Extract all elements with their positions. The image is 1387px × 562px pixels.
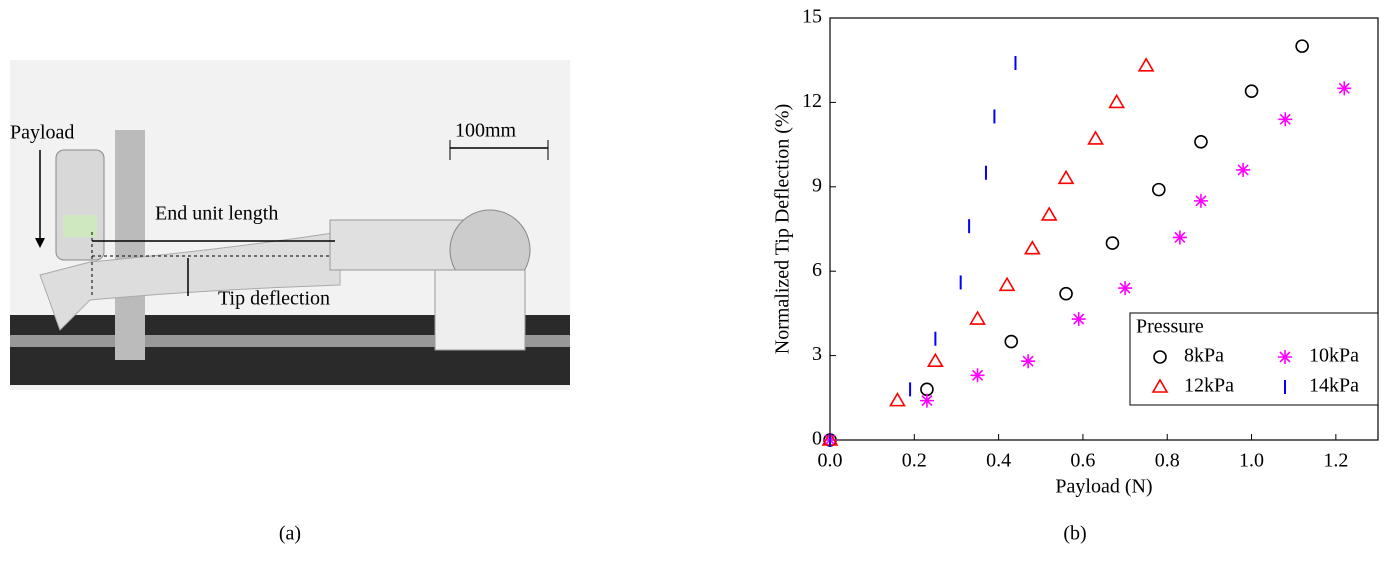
legend-label: 10kPa	[1309, 345, 1359, 367]
gauge-display	[63, 215, 97, 237]
data-point	[1057, 169, 1075, 185]
y-tick-label: 3	[812, 343, 822, 365]
data-point	[1278, 112, 1293, 127]
data-point	[1193, 193, 1208, 208]
x-tick-label: 0.0	[818, 450, 843, 472]
x-tick-label: 0.4	[986, 450, 1011, 472]
data-point	[889, 392, 906, 407]
y-tick-label: 0	[812, 428, 822, 450]
data-point	[920, 382, 934, 397]
x-tick-label: 1.0	[1239, 450, 1264, 472]
data-point	[998, 276, 1016, 292]
legend-box	[1129, 312, 1379, 406]
data-point	[1087, 130, 1104, 145]
tip-label: Tip deflection	[218, 288, 330, 310]
y-tick-label: 6	[812, 259, 822, 281]
plot-frame	[829, 17, 1379, 441]
data-point	[919, 393, 934, 408]
y-axis-label: Normalized Tip Deflection (%)	[772, 104, 794, 355]
legend-label: 8kPa	[1184, 345, 1224, 367]
y-tick-label: 9	[812, 174, 822, 196]
legend-label: 14kPa	[1309, 375, 1359, 397]
data-point	[1040, 206, 1058, 221]
payload-label: Payload	[10, 122, 74, 144]
y-tick-label: 15	[802, 6, 822, 28]
photo: Payload End unit length Tip deflection 1…	[10, 60, 570, 545]
data-point	[1194, 134, 1208, 149]
data-point	[1071, 312, 1086, 327]
end-unit-label: End unit length	[155, 203, 278, 225]
data-point	[1105, 236, 1120, 250]
data-point	[1244, 84, 1259, 98]
x-axis-label: Payload (N)	[1055, 476, 1152, 498]
force-gauge	[55, 149, 105, 261]
legend-marker	[1278, 350, 1292, 364]
data-point	[1108, 93, 1126, 109]
data-point	[1295, 39, 1309, 53]
rail	[10, 335, 570, 347]
legend-marker	[1151, 378, 1169, 393]
end-unit	[329, 219, 471, 271]
soft-actuator	[39, 231, 341, 331]
stand	[115, 130, 145, 360]
x-tick-label: 0.6	[1070, 450, 1095, 472]
data-point	[1021, 354, 1036, 369]
data-point	[1023, 240, 1041, 255]
scale-label: 100mm	[455, 120, 517, 142]
y-tick-label: 12	[802, 90, 822, 112]
data-point	[970, 368, 985, 383]
arrow-head	[35, 238, 45, 248]
caption: (a)	[279, 523, 301, 545]
x-tick-label: 0.8	[1155, 450, 1180, 472]
data-point	[1172, 230, 1187, 245]
legend-label: 12kPa	[1184, 375, 1234, 397]
data-point	[1152, 182, 1166, 197]
data-point	[1059, 286, 1073, 301]
data-point	[1236, 162, 1251, 177]
legend-marker	[1153, 350, 1167, 364]
data-point	[1137, 57, 1155, 72]
x-tick-label: 1.2	[1323, 450, 1348, 472]
data-point	[1118, 281, 1133, 296]
data-point	[926, 352, 944, 368]
x-tick-label: 0.2	[902, 450, 927, 472]
data-point	[969, 310, 986, 325]
mount	[434, 269, 526, 351]
caption: (b)	[1063, 523, 1086, 545]
data-point	[1004, 334, 1019, 349]
data-point	[1337, 81, 1352, 96]
legend-title: Pressure	[1136, 316, 1204, 338]
